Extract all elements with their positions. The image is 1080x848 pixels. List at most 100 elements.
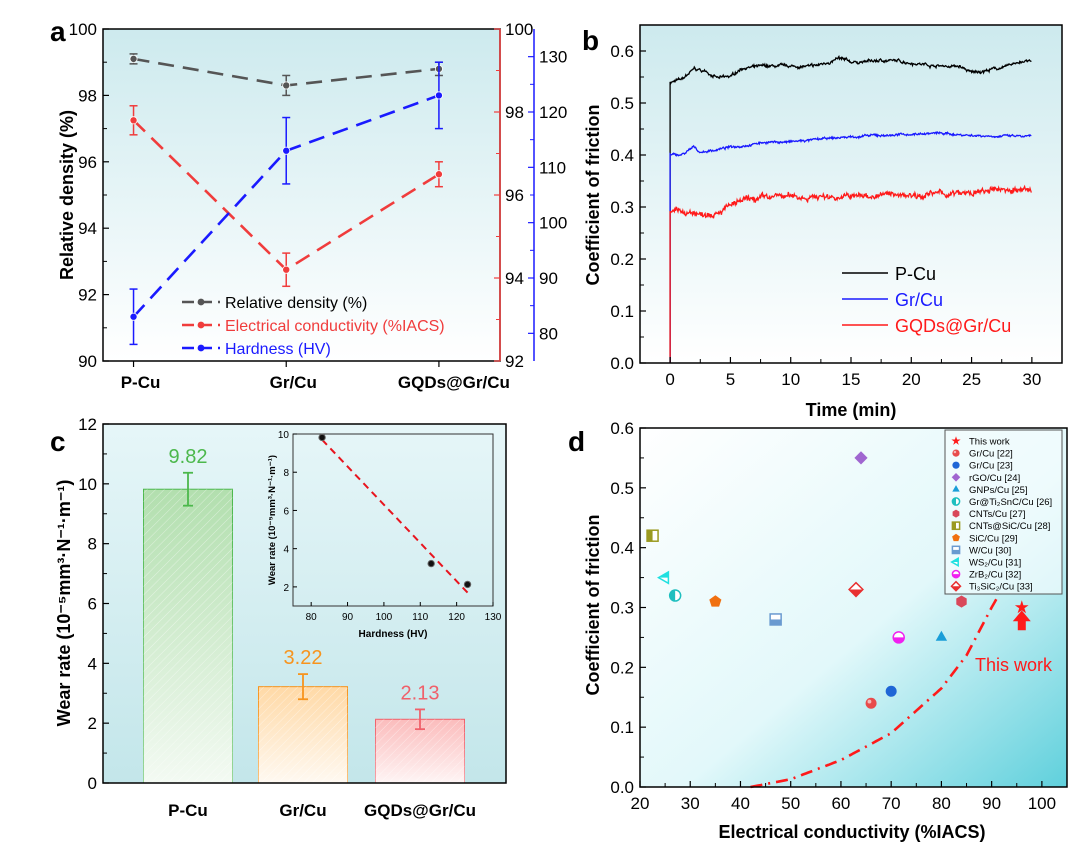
legend-item: Ti₃SiC₂/Cu [33] [950, 580, 1033, 593]
marker-sphere [952, 449, 960, 457]
data-point [282, 265, 291, 274]
inset-x-tick-label: 110 [412, 612, 428, 623]
panel-a: 90 92 94 96 98 100 92 94 96 98 100 80 90 100 110 120 130… [50, 16, 567, 392]
data-point [1014, 600, 1029, 614]
panel-label: d [568, 426, 585, 457]
inset-chart: 2 4 6 8 10 80 90 100 110 120 130 Hardness (HV) Wear … [267, 430, 502, 640]
y-axis-tick-label: 100 [69, 20, 97, 39]
legend-label: ZrB₂/Cu [32] [969, 570, 1021, 581]
x-category-label: GQDs@Gr/Cu [398, 373, 510, 392]
inset-frame [292, 433, 494, 607]
y-axis-tick-label: 0.1 [610, 302, 634, 321]
y-axis-tick-label: 0.6 [610, 419, 634, 438]
marker-half [849, 589, 863, 597]
marker-triangle [935, 630, 948, 641]
y-axis-tick-label: 0.1 [610, 718, 634, 737]
marker-half [952, 497, 956, 506]
data-point [935, 630, 948, 641]
x-axis-tick-label: 40 [731, 794, 750, 813]
y3-axis-tick-label: 90 [539, 269, 558, 288]
data-point [709, 595, 722, 607]
data-point [885, 685, 897, 697]
y3-axis-tick-label: 120 [539, 103, 567, 122]
y2-axis-tick-label: 94 [505, 269, 524, 288]
series-line [669, 55, 1032, 363]
data-label: 9.82 [169, 446, 208, 468]
data-point [129, 312, 138, 321]
data-point [848, 581, 864, 598]
marker-half [951, 558, 959, 562]
x-category-label: P-Cu [121, 373, 161, 392]
legend-item: ZrB₂/Cu [32] [951, 570, 1021, 581]
data-point [129, 116, 138, 125]
marker-half [893, 637, 905, 643]
inset-x-tick-label: 120 [448, 612, 465, 623]
y-axis-title: Relative density (%) [57, 110, 77, 280]
legend-item: rGO/Cu [24] [951, 473, 1020, 484]
x-axis-tick-label: 70 [882, 794, 901, 813]
y2-axis-tick-label: 100 [505, 20, 533, 39]
plot-area [103, 29, 500, 361]
y-axis-title: Wear rate (10⁻⁵mm³·N⁻¹·m⁻¹) [54, 480, 74, 727]
panel-c: 9.82 P-Cu 3.22 Gr/Cu 2.13 GQDs@Gr/Cu 0 2 4 6 8 10 12… [50, 415, 507, 820]
legend-item: W/Cu [30] [951, 545, 1011, 556]
y2-axis-tick-label: 92 [505, 352, 524, 371]
y-axis-tick-label: 0.3 [610, 599, 634, 618]
y-axis-tick-label: 2 [88, 714, 97, 733]
x-category-label: P-Cu [168, 801, 208, 820]
inset-y-tick-label: 2 [283, 583, 289, 594]
x-category-label: Gr/Cu [270, 373, 317, 392]
marker-triangle [952, 485, 960, 492]
y-axis-tick-label: 0.3 [610, 198, 634, 217]
inset-x-tick-label: 130 [485, 612, 502, 623]
inset-data-point [463, 580, 472, 589]
x-axis-tick-label: 10 [781, 370, 800, 389]
marker-pentagon [952, 533, 960, 542]
inset-y-axis-title: Wear rate (10⁻⁵mm³·N⁻¹·m⁻¹) [267, 455, 278, 585]
legend-label: Gr/Cu [23] [969, 461, 1013, 472]
trend-curve [750, 597, 998, 789]
y-axis-tick-label: 90 [78, 352, 97, 371]
legend-item: CNTs@SiC/Cu [28] [951, 521, 1050, 532]
x-axis-tick-label: 30 [1022, 370, 1041, 389]
data-point [646, 529, 659, 542]
x-axis-tick-label: 60 [831, 794, 850, 813]
y-axis-tick-label: 0.6 [610, 42, 634, 61]
marker-half [669, 590, 676, 602]
legend-label: Relative density (%) [225, 295, 367, 312]
marker-half [952, 574, 960, 578]
legend-label: Hardness (HV) [225, 341, 331, 358]
legend-label: WS₂/Cu [31] [969, 558, 1021, 569]
y-axis-tick-label: 4 [88, 654, 97, 673]
inset-x-tick-label: 80 [306, 612, 318, 623]
legend-label: P-Cu [895, 264, 936, 284]
data-point [854, 451, 868, 465]
inset-y-tick-label: 10 [278, 430, 290, 441]
x-axis-tick-label: 5 [726, 370, 735, 389]
legend-item: SiC/Cu [29] [952, 533, 1018, 544]
x-category-label: Gr/Cu [279, 801, 326, 820]
data-point [656, 570, 670, 585]
inset-x-axis-title: Hardness (HV) [359, 629, 428, 640]
x-axis-tick-label: 80 [932, 794, 951, 813]
x-axis-tick-label: 15 [842, 370, 861, 389]
marker-star [951, 436, 961, 445]
y-axis-title: Coefficient of friction [583, 105, 603, 286]
bar-hatch [258, 686, 348, 783]
legend-label: CNTs/Cu [27] [969, 509, 1026, 520]
data-point [434, 170, 443, 179]
series-line [669, 131, 1032, 363]
data-point [668, 589, 682, 602]
legend-item: WS₂/Cu [31] [950, 557, 1021, 569]
arrow-icon [1012, 610, 1031, 631]
y3-axis-tick-label: 100 [539, 214, 567, 233]
inset-x-tick-label: 100 [376, 612, 393, 623]
data-point [282, 81, 291, 90]
legend-box [944, 429, 1063, 595]
legend-label: This work [969, 437, 1010, 448]
legend-label: Gr/Cu [895, 290, 943, 310]
legend-label: SiC/Cu [29] [969, 533, 1018, 544]
y-axis-tick-label: 0.5 [610, 479, 634, 498]
